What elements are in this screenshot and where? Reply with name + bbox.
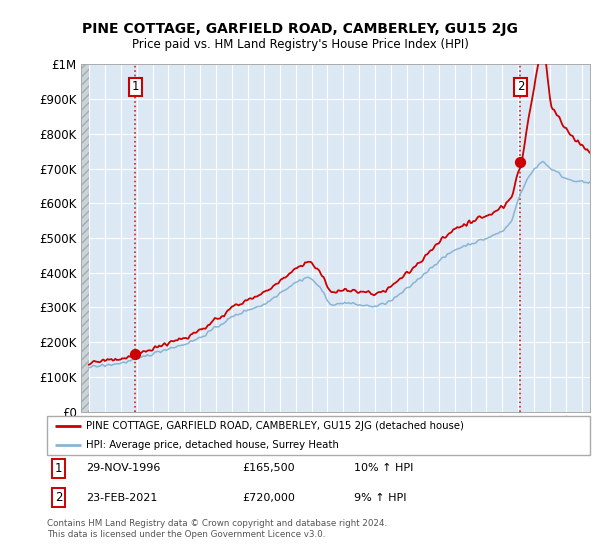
Text: 1: 1: [55, 461, 62, 475]
Text: 2: 2: [517, 81, 524, 94]
Text: 1: 1: [131, 81, 139, 94]
Text: 10% ↑ HPI: 10% ↑ HPI: [354, 463, 413, 473]
Text: Price paid vs. HM Land Registry's House Price Index (HPI): Price paid vs. HM Land Registry's House …: [131, 38, 469, 51]
Text: PINE COTTAGE, GARFIELD ROAD, CAMBERLEY, GU15 2JG: PINE COTTAGE, GARFIELD ROAD, CAMBERLEY, …: [82, 22, 518, 36]
Point: [130, 349, 140, 358]
Text: HPI: Average price, detached house, Surrey Heath: HPI: Average price, detached house, Surr…: [86, 440, 339, 450]
Text: 29-NOV-1996: 29-NOV-1996: [86, 463, 160, 473]
Point: [515, 157, 525, 166]
Text: £165,500: £165,500: [242, 463, 295, 473]
Text: 2: 2: [55, 491, 62, 504]
Text: £720,000: £720,000: [242, 493, 295, 503]
Text: 9% ↑ HPI: 9% ↑ HPI: [354, 493, 406, 503]
Bar: [81, 64, 89, 412]
Text: PINE COTTAGE, GARFIELD ROAD, CAMBERLEY, GU15 2JG (detached house): PINE COTTAGE, GARFIELD ROAD, CAMBERLEY, …: [86, 421, 464, 431]
FancyBboxPatch shape: [47, 416, 590, 455]
Text: Contains HM Land Registry data © Crown copyright and database right 2024.
This d: Contains HM Land Registry data © Crown c…: [47, 519, 387, 539]
Text: 23-FEB-2021: 23-FEB-2021: [86, 493, 157, 503]
